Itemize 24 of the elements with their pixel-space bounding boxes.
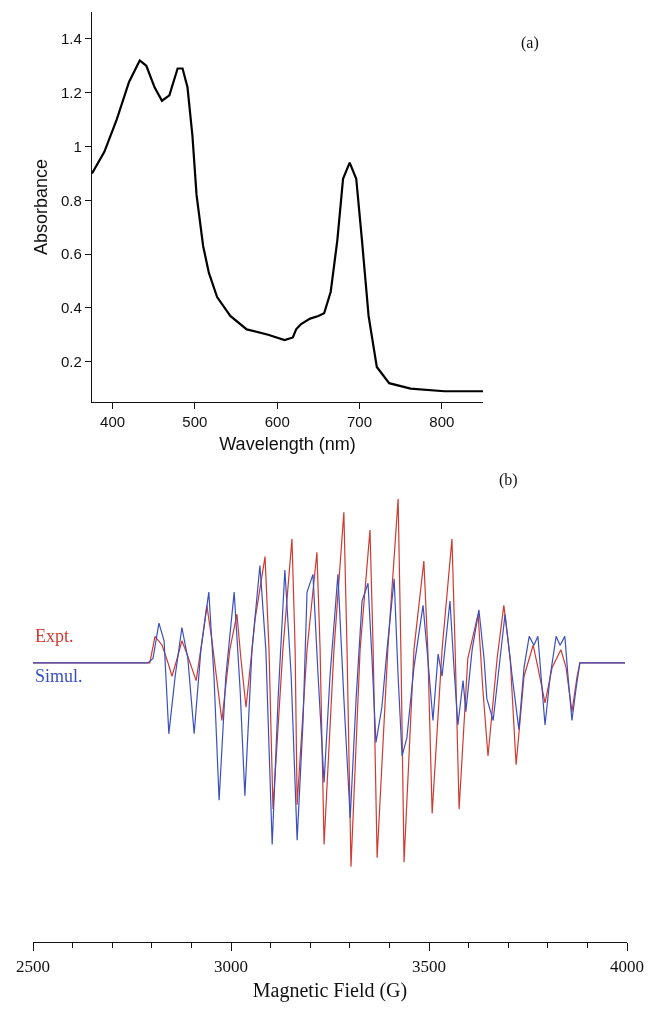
x-tick-label: 400 [100, 413, 126, 431]
x-tick-label: 4000 [610, 956, 644, 976]
y-tick-label: 0.8 [61, 191, 82, 209]
x-tick-label: 500 [182, 413, 208, 431]
x-tick-label: 2500 [16, 956, 50, 976]
y-axis-title: Absorbance [31, 158, 52, 256]
x-tick-label: 600 [264, 413, 290, 431]
text: (b) [499, 471, 518, 489]
y-tick-label: 1.2 [61, 83, 82, 101]
series-label: Expt. [35, 626, 74, 646]
x-tick-label: 700 [347, 413, 373, 431]
x-axis-title: Wavelength (nm) [219, 434, 356, 455]
y-tick-label: 0.6 [61, 245, 82, 263]
x-axis-title: Magnetic Field (G) [252, 979, 408, 1002]
y-tick-label: 0.2 [61, 352, 82, 370]
x-tick-label: 800 [429, 413, 455, 431]
text: (a) [521, 34, 539, 52]
y-tick-label: 1 [73, 137, 82, 155]
x-tick-label: 3500 [412, 956, 446, 976]
x-tick-label: 3000 [214, 956, 248, 976]
series-label: Simul. [35, 666, 83, 686]
line-series [92, 59, 483, 393]
y-tick-label: 1.4 [61, 30, 82, 48]
y-tick-label: 0.4 [61, 299, 82, 317]
